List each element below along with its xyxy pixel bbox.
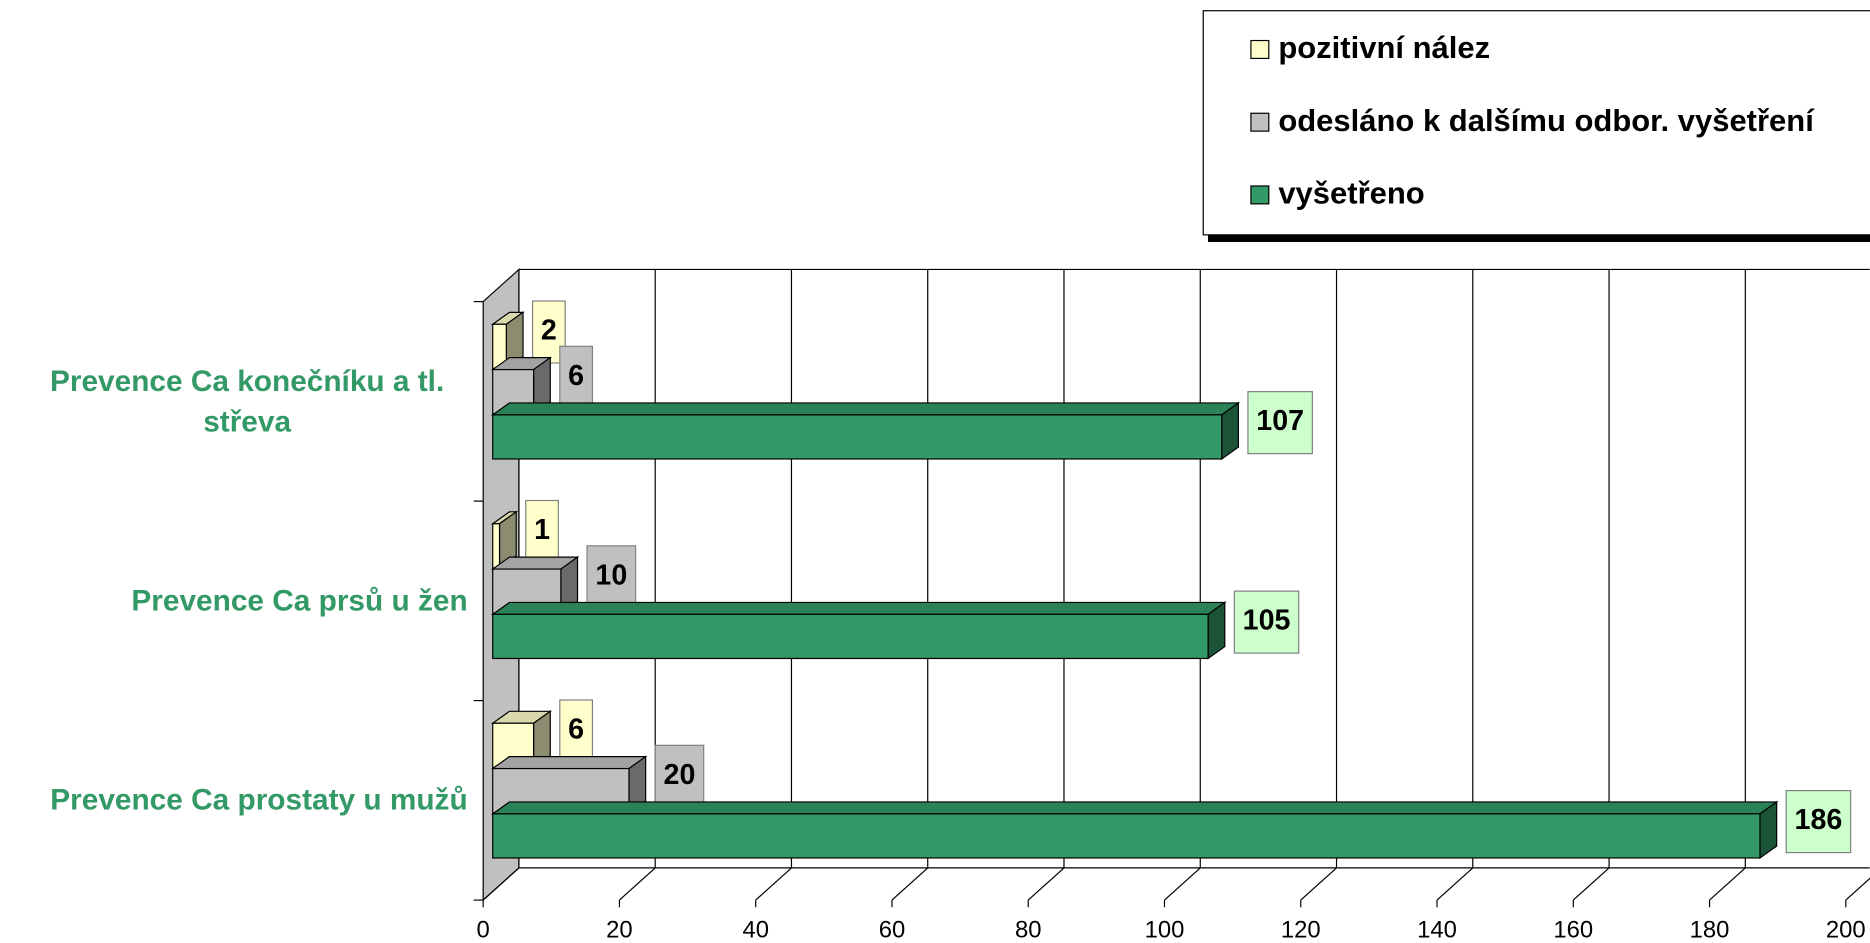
floor-line bbox=[1300, 867, 1337, 901]
legend-label: odesláno k dalšímu odbor. vyšetření bbox=[1278, 103, 1815, 138]
bar bbox=[490, 510, 519, 570]
x-tick-label: 200 bbox=[1826, 916, 1866, 943]
legend-swatch bbox=[1250, 112, 1270, 132]
floor-line bbox=[619, 867, 656, 901]
floor-line bbox=[1845, 877, 1870, 901]
data-label-box bbox=[1233, 590, 1300, 654]
x-tick-label: 140 bbox=[1417, 916, 1457, 943]
x-tick-label: 20 bbox=[606, 916, 633, 943]
data-label: 10 bbox=[595, 559, 627, 591]
x-tick-label: 40 bbox=[742, 916, 769, 943]
data-label: 6 bbox=[568, 360, 584, 392]
x-tick-label: 120 bbox=[1281, 916, 1321, 943]
bar bbox=[490, 311, 525, 370]
x-tick-label: 0 bbox=[477, 916, 490, 943]
floor-line bbox=[891, 867, 929, 901]
x-tick-label: 160 bbox=[1553, 916, 1593, 943]
data-label-box bbox=[559, 699, 594, 763]
data-label: 186 bbox=[1795, 804, 1843, 836]
data-label-box bbox=[1247, 391, 1313, 455]
data-label: 107 bbox=[1256, 405, 1304, 437]
bar bbox=[490, 356, 553, 415]
data-label: 105 bbox=[1243, 605, 1291, 637]
category-label-box: Prevence Ca konečníku a tl. střeva bbox=[0, 302, 467, 501]
category-label: Prevence Ca konečníku a tl. střeva bbox=[49, 364, 445, 439]
floor-line bbox=[755, 867, 792, 901]
data-label: 20 bbox=[664, 759, 696, 791]
bar-top bbox=[490, 402, 1241, 416]
data-label: 1 bbox=[534, 514, 550, 546]
data-label-box bbox=[525, 499, 559, 564]
category-label-box: Prevence Ca prostaty u mužů bbox=[0, 701, 467, 900]
floor-line bbox=[1164, 867, 1201, 901]
bar bbox=[490, 401, 1241, 461]
legend-label: pozitivní nález bbox=[1278, 30, 1490, 65]
data-label-box bbox=[559, 345, 594, 409]
bar bbox=[490, 601, 1227, 660]
bar-top bbox=[490, 756, 648, 770]
data-label: 6 bbox=[568, 714, 584, 746]
floor-line bbox=[1027, 867, 1065, 901]
bar-front bbox=[492, 613, 1209, 660]
category-label-wrap: Prevence Ca prsů u žen bbox=[0, 501, 467, 700]
x-tick-label: 180 bbox=[1690, 916, 1730, 943]
x-tick-label: 80 bbox=[1015, 916, 1042, 943]
category-label: Prevence Ca prostaty u mužů bbox=[50, 783, 468, 818]
bar bbox=[490, 800, 1779, 860]
bar-top bbox=[490, 601, 1227, 615]
category-label-wrap: Prevence Ca konečníku a tl. střeva bbox=[0, 302, 467, 501]
bar-front bbox=[492, 414, 1223, 460]
floor-line bbox=[1572, 867, 1610, 901]
floor-line bbox=[482, 867, 520, 901]
legend-swatch bbox=[1250, 185, 1270, 205]
data-label-box bbox=[586, 545, 637, 609]
bar-front bbox=[492, 813, 1761, 859]
legend-box bbox=[1202, 10, 1870, 236]
data-label: 2 bbox=[541, 315, 557, 347]
legend-swatch bbox=[1250, 39, 1270, 60]
category-label-box: Prevence Ca prsů u žen bbox=[0, 501, 467, 700]
legend-label: vyšetřeno bbox=[1278, 176, 1424, 211]
floor-line bbox=[1436, 867, 1474, 901]
category-label: Prevence Ca prsů u žen bbox=[131, 584, 468, 618]
x-tick-label: 60 bbox=[879, 916, 906, 943]
category-label-wrap: Prevence Ca prostaty u mužů bbox=[0, 701, 467, 900]
bar-top bbox=[490, 801, 1779, 815]
bar-front bbox=[492, 523, 501, 569]
data-label-box bbox=[1785, 790, 1852, 854]
x-tick-label: 100 bbox=[1145, 916, 1185, 943]
floor-line bbox=[1709, 867, 1746, 901]
